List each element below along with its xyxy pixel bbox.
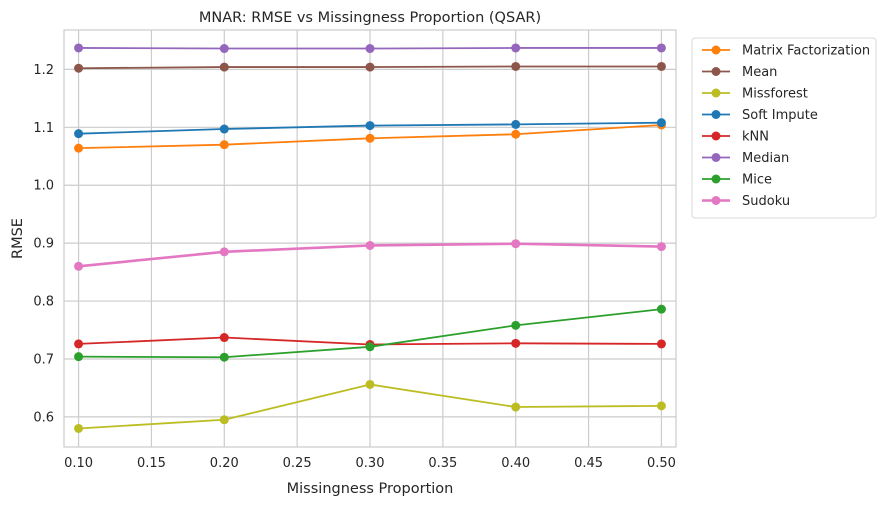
data-point: [74, 423, 84, 433]
data-point: [365, 379, 375, 389]
series-soft-impute: [74, 118, 666, 139]
data-point: [365, 133, 375, 143]
legend-label: Median: [742, 151, 789, 166]
series-sudoku: [74, 239, 666, 271]
x-tick-label: 0.40: [501, 456, 530, 471]
legend-marker: [711, 88, 721, 98]
plot-area: [63, 29, 677, 448]
data-point: [656, 43, 666, 53]
data-point: [219, 124, 229, 134]
series-missforest: [74, 379, 666, 433]
data-point: [365, 121, 375, 131]
legend-label: Sudoku: [742, 194, 790, 209]
legend-marker: [711, 131, 721, 141]
y-tick-label: 1.2: [33, 63, 54, 78]
legend-item: Mean: [702, 65, 777, 80]
data-point: [511, 239, 521, 249]
data-point: [511, 61, 521, 71]
legend-item: Missforest: [702, 87, 808, 102]
data-point: [511, 43, 521, 53]
data-point: [656, 304, 666, 314]
legend-item: Median: [702, 151, 789, 166]
data-point: [656, 61, 666, 71]
data-point: [656, 401, 666, 411]
data-point: [219, 415, 229, 425]
y-tick-label: 0.9: [33, 237, 54, 252]
legend-marker: [711, 110, 721, 119]
data-point: [365, 62, 375, 72]
y-tick-label: 0.8: [33, 295, 54, 310]
legend-label: Mice: [742, 173, 772, 188]
legend-marker: [711, 67, 721, 76]
y-tick-label: 1.0: [33, 179, 54, 194]
data-point: [219, 247, 229, 257]
x-tick-label: 0.10: [64, 456, 93, 471]
legend-marker: [711, 153, 721, 162]
data-point: [511, 320, 521, 330]
data-point: [365, 44, 375, 54]
x-tick-label: 0.45: [574, 456, 603, 471]
legend-item: kNN: [702, 130, 769, 145]
legend-marker: [711, 196, 721, 205]
data-point: [656, 118, 666, 128]
legend-item: Sudoku: [702, 194, 790, 209]
data-point: [74, 43, 84, 53]
legend-label: Soft Impute: [742, 108, 818, 123]
legend-label: kNN: [742, 130, 769, 145]
data-point: [365, 342, 375, 352]
y-tick-label: 0.6: [33, 410, 54, 425]
y-tick-label: 1.1: [33, 121, 54, 136]
legend-item: Soft Impute: [702, 108, 818, 123]
y-tick-label: 0.7: [33, 352, 54, 367]
x-tick-label: 0.35: [428, 456, 457, 471]
series-mean: [74, 61, 666, 73]
x-tick-label: 0.20: [210, 456, 239, 471]
data-point: [74, 352, 84, 362]
series-median: [74, 43, 666, 54]
x-tick-label: 0.25: [283, 456, 312, 471]
y-axis-label: RMSE: [10, 218, 26, 259]
data-point: [219, 62, 229, 72]
data-point: [219, 352, 229, 362]
legend-item: Mice: [702, 173, 772, 188]
legend-label: Missforest: [742, 87, 808, 102]
legend: Matrix Factorization Mean Missforest Soft I…: [691, 37, 877, 219]
data-point: [74, 129, 84, 139]
data-point: [74, 143, 84, 153]
data-point: [219, 333, 229, 343]
data-point: [74, 339, 84, 349]
series-mice: [74, 304, 666, 362]
legend-item: Matrix Factorization: [702, 44, 870, 59]
data-point: [74, 63, 84, 73]
data-point: [74, 261, 84, 271]
data-point: [511, 338, 521, 348]
x-axis-ticks: 0.10 0.15 0.20 0.25 0.30 0.35 0.40 0.45 0.50: [64, 456, 676, 471]
data-point: [656, 339, 666, 349]
data-point: [365, 240, 375, 250]
legend-marker: [711, 45, 721, 55]
x-axis-label: Missingness Proportion: [287, 481, 454, 497]
data-point: [511, 129, 521, 139]
data-point: [219, 44, 229, 54]
legend-label: Mean: [742, 65, 777, 80]
chart-title: MNAR: RMSE vs Missingness Proportion (QS…: [199, 10, 541, 26]
x-tick-label: 0.30: [356, 456, 385, 471]
data-point: [511, 119, 521, 129]
data-point: [656, 242, 666, 252]
x-tick-label: 0.50: [647, 456, 676, 471]
data-point: [511, 402, 521, 412]
legend-box: [691, 37, 877, 219]
data-point: [219, 140, 229, 150]
legend-marker: [711, 174, 721, 184]
legend-label: Matrix Factorization: [742, 44, 870, 59]
y-axis-ticks: 0.6 0.7 0.8 0.9 1.0 1.1 1.2: [33, 63, 54, 426]
series-layer: [74, 43, 666, 433]
x-tick-label: 0.15: [137, 456, 166, 471]
